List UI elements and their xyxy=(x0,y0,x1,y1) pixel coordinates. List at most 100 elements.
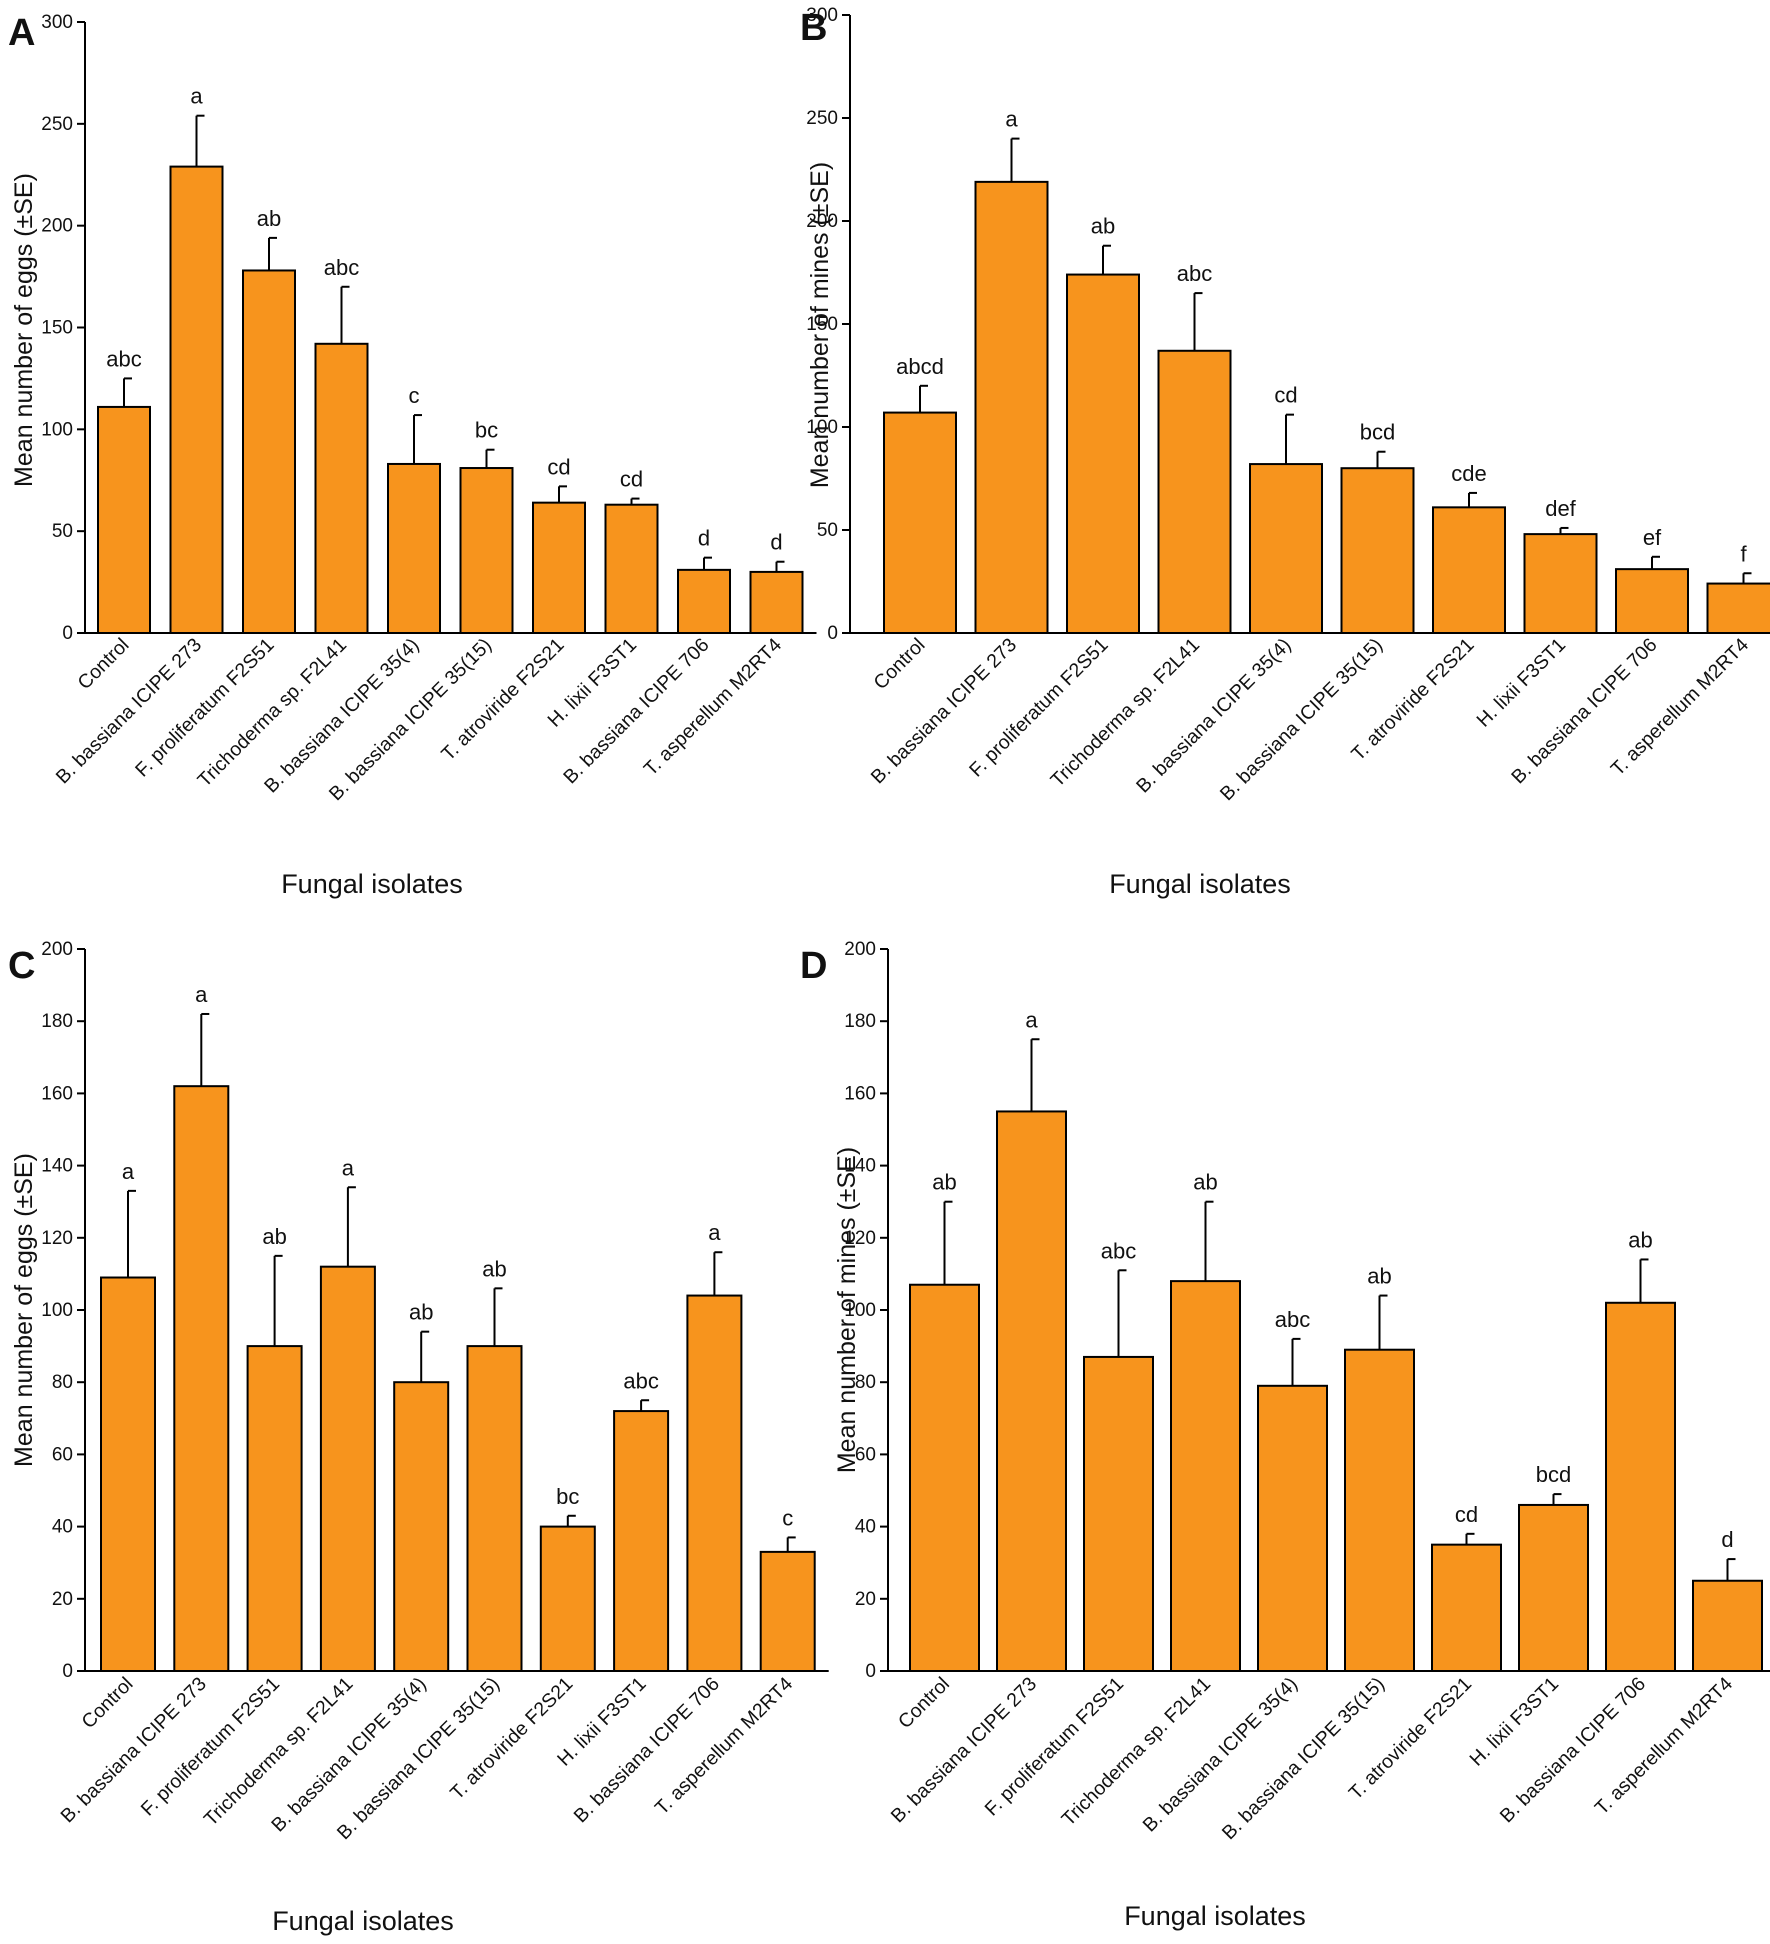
significance-letter: a xyxy=(708,1220,721,1245)
bar xyxy=(884,413,956,633)
y-tick-label: 100 xyxy=(41,419,73,440)
significance-letter: d xyxy=(770,530,782,555)
bar xyxy=(1084,1357,1153,1671)
category-label: H. lixii F3ST1 xyxy=(1465,1673,1563,1771)
significance-letter: abc xyxy=(106,346,141,371)
category-label: F. proliferatum F2S51 xyxy=(137,1673,284,1820)
significance-letter: a xyxy=(190,84,203,109)
significance-letter: cd xyxy=(547,454,570,479)
bar xyxy=(1345,1350,1414,1671)
category-label: T. asperellum M2RT4 xyxy=(651,1673,797,1819)
significance-letter: f xyxy=(1740,541,1747,566)
bar xyxy=(1067,275,1139,633)
y-tick-label: 0 xyxy=(62,623,73,644)
category-label: Control xyxy=(74,634,134,694)
y-tick-label: 200 xyxy=(41,216,73,237)
bar xyxy=(394,1382,448,1671)
significance-letter: bc xyxy=(475,418,498,443)
bar xyxy=(316,344,368,633)
category-label: F. proliferatum F2S51 xyxy=(131,634,278,781)
bar xyxy=(248,1346,302,1671)
category-label: T. asperellum M2RT4 xyxy=(640,634,786,780)
y-tick-label: 180 xyxy=(844,1011,876,1032)
significance-letter: a xyxy=(1025,1007,1038,1032)
bar xyxy=(98,407,150,633)
x-axis-title: Fungal isolates xyxy=(1124,1901,1306,1931)
significance-letter: c xyxy=(782,1505,793,1530)
bar xyxy=(174,1086,228,1671)
category-label: Control xyxy=(870,634,930,694)
category-label: T. atroviride F2S21 xyxy=(437,634,568,765)
bar xyxy=(171,167,223,633)
bar xyxy=(1432,1545,1501,1671)
significance-letter: c xyxy=(409,383,420,408)
bar xyxy=(976,182,1048,633)
bar xyxy=(1433,507,1505,633)
y-tick-label: 80 xyxy=(52,1372,73,1393)
y-tick-label: 40 xyxy=(855,1517,876,1538)
significance-letter: abc xyxy=(623,1368,658,1393)
y-tick-label: 0 xyxy=(62,1661,73,1682)
y-axis-title: Mean number of eggs (±SE) xyxy=(10,1153,38,1467)
category-label: B. bassiana ICIPE 706 xyxy=(570,1673,724,1827)
category-label: Trichoderma sp. F2L41 xyxy=(200,1673,358,1831)
y-tick-label: 250 xyxy=(806,108,838,129)
significance-letter: ab xyxy=(1628,1227,1652,1252)
bar xyxy=(1525,534,1597,633)
category-label: B. bassiana ICIPE 35(4) xyxy=(1139,1673,1302,1836)
y-tick-label: 200 xyxy=(41,939,73,960)
bar xyxy=(1250,464,1322,633)
bar xyxy=(761,1552,815,1671)
significance-letter: abcd xyxy=(896,354,944,379)
category-label: B. bassiana ICIPE 35(15) xyxy=(1216,634,1387,805)
significance-letter: ab xyxy=(932,1170,956,1195)
y-tick-label: 250 xyxy=(41,114,73,135)
bar xyxy=(910,1285,979,1671)
bar xyxy=(1519,1505,1588,1671)
significance-letter: a xyxy=(122,1159,135,1184)
x-axis-title: Fungal isolates xyxy=(272,1906,454,1936)
significance-letter: bc xyxy=(556,1484,579,1509)
category-label: B. bassiana ICIPE 706 xyxy=(1496,1673,1650,1827)
bar xyxy=(1258,1386,1327,1671)
y-axis-title: Mean number of mines (±SE) xyxy=(833,1147,861,1473)
category-label: B. bassiana ICIPE 35(4) xyxy=(1132,634,1295,797)
bar xyxy=(678,570,730,633)
y-tick-label: 150 xyxy=(41,318,73,339)
y-tick-label: 50 xyxy=(817,520,838,541)
bar xyxy=(541,1527,595,1671)
bar xyxy=(1693,1581,1762,1671)
bar xyxy=(614,1411,668,1671)
category-label: B. bassiana ICIPE 706 xyxy=(559,634,713,788)
bar xyxy=(321,1267,375,1671)
y-tick-label: 140 xyxy=(41,1156,73,1177)
significance-letter: ab xyxy=(482,1256,506,1281)
bar xyxy=(997,1111,1066,1671)
bar xyxy=(1606,1303,1675,1671)
category-label: Control xyxy=(78,1673,138,1733)
bar xyxy=(606,505,658,633)
significance-letter: abc xyxy=(1177,261,1212,286)
y-tick-label: 160 xyxy=(41,1083,73,1104)
y-tick-label: 0 xyxy=(865,1661,876,1682)
significance-letter: ab xyxy=(1193,1170,1217,1195)
bar xyxy=(243,270,295,633)
category-label: Control xyxy=(894,1673,954,1733)
significance-letter: bcd xyxy=(1536,1462,1571,1487)
bar xyxy=(1159,351,1231,633)
bar xyxy=(1171,1281,1240,1671)
significance-letter: d xyxy=(1721,1527,1733,1552)
significance-letter: ab xyxy=(409,1300,433,1325)
y-tick-label: 20 xyxy=(855,1589,876,1610)
bar xyxy=(101,1278,155,1671)
category-label: B. bassiana ICIPE 273 xyxy=(887,1673,1041,1827)
y-tick-label: 160 xyxy=(844,1083,876,1104)
bar xyxy=(468,1346,522,1671)
significance-letter: a xyxy=(342,1155,355,1180)
x-axis-title: Fungal isolates xyxy=(281,869,463,899)
bar xyxy=(687,1296,741,1671)
significance-letter: ab xyxy=(1367,1264,1391,1289)
y-tick-label: 0 xyxy=(827,623,838,644)
